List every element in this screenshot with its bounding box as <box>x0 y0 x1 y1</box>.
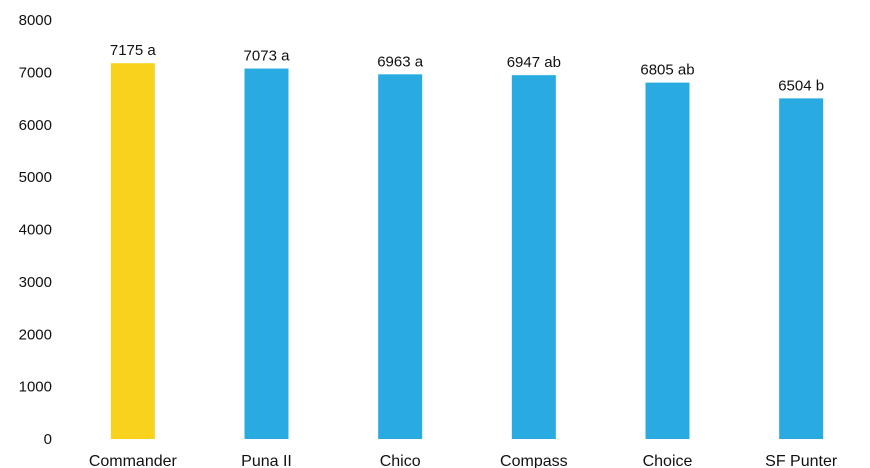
bar-chico <box>378 74 423 440</box>
y-tick-label: 5000 <box>19 169 52 186</box>
bars <box>110 63 824 440</box>
data-label: 6504 b <box>778 77 824 94</box>
bar-sf-punter <box>779 98 824 439</box>
x-tick-label: Commander <box>89 453 178 468</box>
y-tick-label: 4000 <box>19 222 52 239</box>
y-tick-label: 3000 <box>19 274 52 291</box>
data-label: 7175 a <box>110 42 157 59</box>
y-tick-label: 6000 <box>19 117 52 134</box>
data-label: 6947 ab <box>507 54 561 71</box>
bar-choice <box>645 82 690 439</box>
y-axis-ticks: 0 1000 2000 3000 4000 5000 6000 7000 8000 <box>19 12 52 448</box>
y-tick-label: 1000 <box>19 379 52 396</box>
x-tick-label: Chico <box>380 453 421 468</box>
data-label: 7073 a <box>244 48 291 65</box>
x-tick-label: SF Punter <box>765 453 838 468</box>
bar-compass <box>511 75 556 439</box>
bar-commander <box>110 63 155 439</box>
y-tick-label: 2000 <box>19 326 52 343</box>
x-tick-label: Choice <box>643 453 693 468</box>
x-axis-ticks: Commander Puna II Chico Compass Choice SF Pun… <box>89 453 838 468</box>
y-tick-label: 7000 <box>19 64 52 81</box>
y-tick-label: 8000 <box>19 12 52 29</box>
x-tick-label: Puna II <box>241 453 292 468</box>
data-label: 6805 ab <box>640 62 694 79</box>
x-tick-label: Compass <box>500 453 568 468</box>
data-labels: 7175 a 7073 a 6963 a 6947 ab 6805 ab 6504 b <box>110 42 824 94</box>
y-tick-label: 0 <box>44 431 52 448</box>
data-label: 6963 a <box>377 53 424 70</box>
bar-puna-ii <box>244 68 289 439</box>
